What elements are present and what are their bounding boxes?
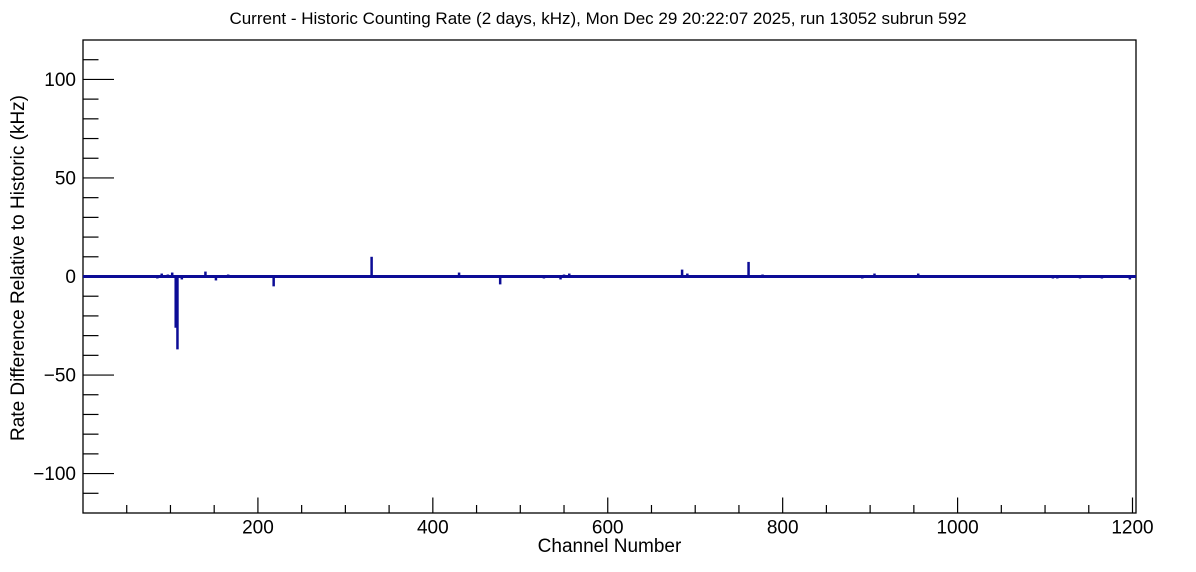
y-tick-label: −100: [33, 464, 76, 485]
y-tick-label: 100: [44, 70, 76, 91]
x-tick-label: 600: [592, 518, 624, 539]
x-axis-title: Channel Number: [537, 536, 682, 557]
y-tick-label: 0: [65, 267, 76, 288]
chart-title: Current - Historic Counting Rate (2 days…: [229, 9, 967, 28]
y-tick-label: −50: [44, 366, 76, 387]
x-tick-label: 200: [242, 518, 274, 539]
y-tick-label: 50: [55, 168, 76, 189]
x-tick-label: 400: [417, 518, 449, 539]
x-tick-label: 1200: [1111, 518, 1153, 539]
x-tick-label: 800: [767, 518, 799, 539]
y-axis-title: Rate Difference Relative to Historic (kH…: [8, 95, 29, 441]
x-tick-label: 1000: [936, 518, 978, 539]
